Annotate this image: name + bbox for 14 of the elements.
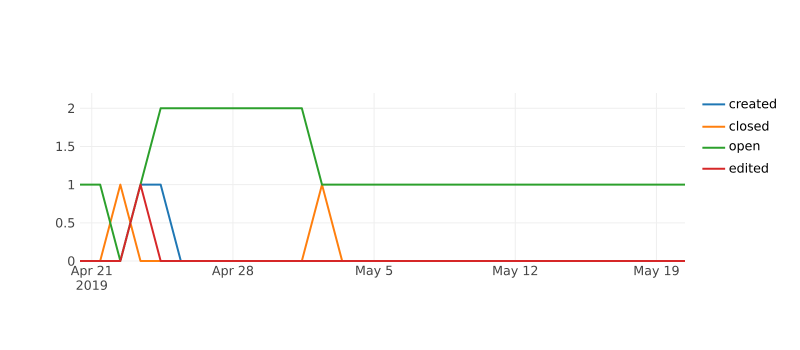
y-tick-label: 1 bbox=[68, 180, 74, 190]
y-tick-label: 1.5 bbox=[56, 142, 74, 152]
x-tick-label: May 12 bbox=[493, 266, 538, 278]
legend-label: open bbox=[729, 143, 760, 153]
legend-label: edited bbox=[729, 162, 768, 173]
y-tick-label: 0.5 bbox=[56, 218, 74, 228]
y-tick-label: 0 bbox=[68, 256, 74, 266]
y-tick-label: 2 bbox=[68, 104, 74, 113]
x-tick-label: Apr 28 bbox=[212, 266, 254, 278]
x-tick-label: Apr 21 2019 bbox=[70, 266, 112, 290]
legend-label: created bbox=[729, 98, 776, 108]
x-tick-label: May 19 bbox=[634, 266, 679, 278]
x-tick-label: May 5 bbox=[356, 266, 392, 278]
legend-label: closed bbox=[729, 120, 768, 131]
